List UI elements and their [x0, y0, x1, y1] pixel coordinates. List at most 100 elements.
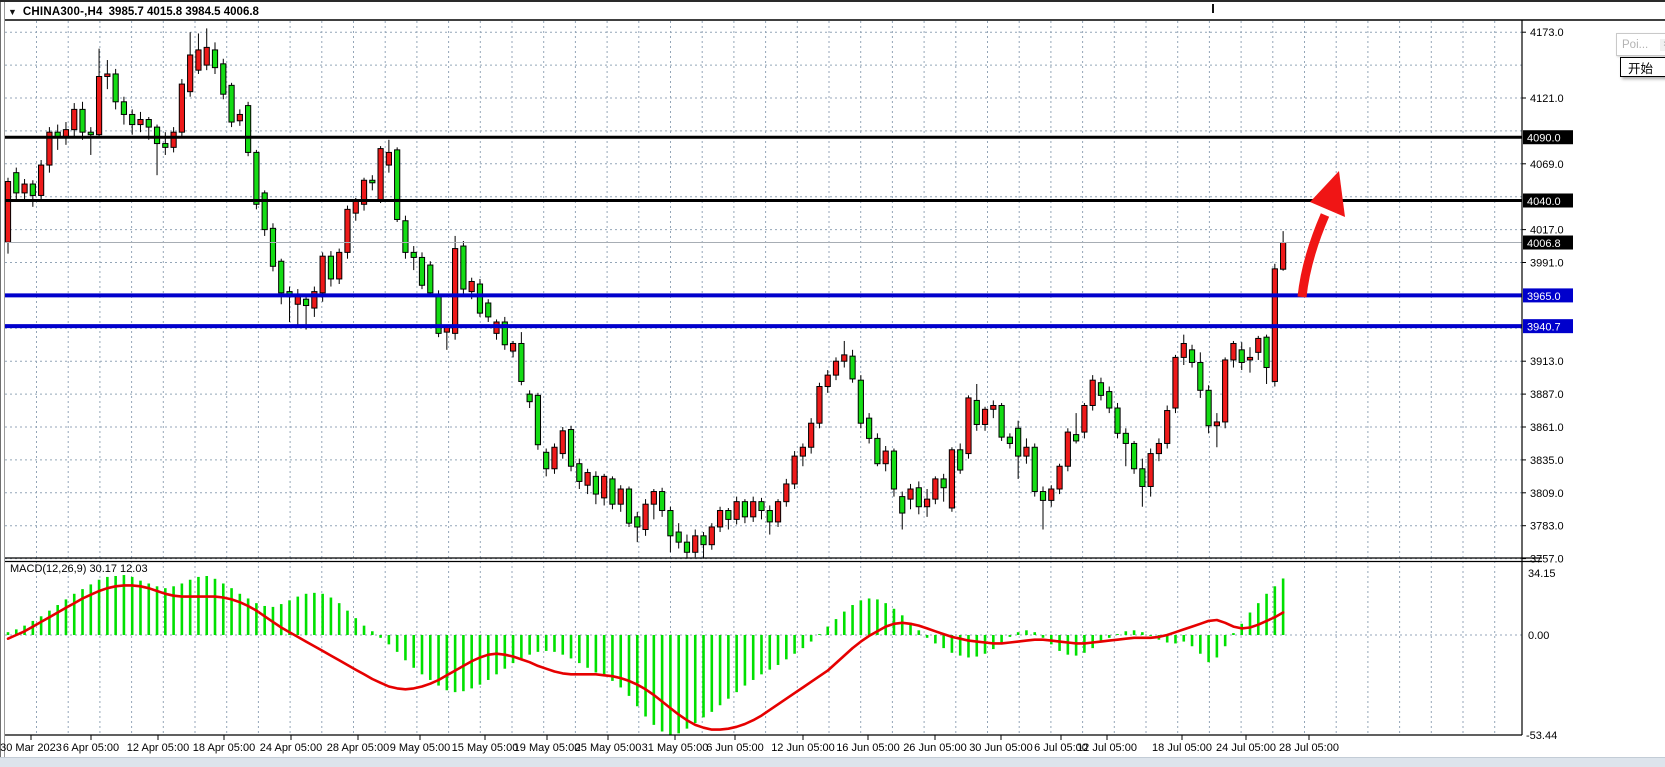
- candle-bearish: [634, 516, 641, 528]
- candle-bullish: [352, 199, 359, 214]
- time-axis-label: 28 Apr 05:00: [327, 742, 389, 754]
- candle-bullish: [1164, 410, 1171, 444]
- symbol-dropdown-icon[interactable]: ▼: [8, 7, 17, 17]
- candle-bearish: [427, 264, 434, 294]
- candle-bullish: [468, 280, 475, 293]
- candle-bullish: [1172, 356, 1179, 409]
- candle-bullish: [783, 483, 790, 503]
- candle-bullish: [46, 131, 53, 166]
- candle-bullish: [733, 501, 740, 520]
- price-level-badge-label: 4040.0: [1527, 196, 1561, 208]
- price-level-badge: [1523, 319, 1573, 334]
- candle-bearish: [394, 149, 401, 220]
- candle-bullish: [1255, 337, 1262, 353]
- macd-signal-line: [6, 584, 1285, 731]
- candle-bullish: [1155, 442, 1163, 455]
- chart-symbol-timeframe: CHINA300-,H4: [22, 6, 103, 18]
- candle-bearish: [526, 393, 533, 403]
- candle-bearish: [866, 417, 873, 439]
- candle-bullish: [170, 131, 177, 148]
- price-axis-label: 3809.0: [1530, 488, 1564, 500]
- price-level-badge-label: 3965.0: [1527, 291, 1561, 303]
- candle-bullish: [195, 49, 202, 71]
- candle-bullish: [841, 354, 848, 362]
- time-axis-label: 18 Apr 05:00: [193, 742, 255, 754]
- time-axis-label: 30 Mar 2023: [0, 742, 62, 754]
- candle-bearish: [758, 501, 765, 512]
- candle-bearish: [112, 73, 119, 103]
- candle-bearish: [245, 105, 252, 153]
- candle-bearish: [957, 449, 964, 471]
- candle-bullish: [692, 535, 699, 553]
- candle-bullish: [791, 455, 798, 485]
- candle-bearish: [1263, 336, 1270, 369]
- macd-axis-max: 34.15: [1528, 568, 1556, 580]
- candle-bullish: [981, 408, 989, 425]
- price-axis-label: 3757.0: [1530, 554, 1564, 566]
- candle-bearish: [1106, 391, 1113, 409]
- candle-bearish: [1188, 349, 1196, 363]
- candle-bullish: [137, 119, 144, 126]
- time-axis-label: 6 Jul 05:00: [1034, 742, 1088, 754]
- candle-bearish: [253, 151, 260, 205]
- candle-bullish: [551, 446, 558, 470]
- price-level-badge-label: 3940.7: [1527, 322, 1561, 334]
- candle-bullish: [509, 342, 517, 352]
- candle-bearish: [567, 429, 575, 467]
- candle-bullish: [601, 475, 608, 499]
- price-axis-label: 3991.0: [1530, 258, 1564, 270]
- candle-bullish: [708, 526, 715, 546]
- window-left-border: [0, 2, 1, 767]
- candle-bearish: [890, 450, 898, 490]
- candle-bearish: [261, 192, 268, 231]
- candle-bearish: [857, 379, 864, 424]
- price-axis-label: 3861.0: [1530, 422, 1564, 434]
- candle-bearish: [1039, 491, 1047, 501]
- candle-bullish: [4, 181, 12, 243]
- candle-bullish: [1222, 359, 1229, 423]
- start-button[interactable]: 开始: [1620, 57, 1665, 77]
- candle-bullish: [38, 164, 45, 196]
- candle-bearish: [129, 113, 136, 126]
- price-level-badge: [1523, 288, 1573, 303]
- candle-bearish: [534, 394, 542, 446]
- candle-bearish: [13, 172, 20, 194]
- candle-bullish: [377, 148, 384, 201]
- candle-bearish: [973, 399, 980, 425]
- candle-bearish: [915, 487, 922, 508]
- candle-bearish: [543, 451, 550, 470]
- up-arrow-head: [1310, 171, 1345, 217]
- popup-close-icon[interactable]: ×: [1660, 38, 1665, 51]
- candle-bullish: [1280, 242, 1287, 270]
- candle-bullish: [1246, 356, 1254, 361]
- candle-bearish: [609, 478, 616, 505]
- candle-bullish: [559, 430, 566, 455]
- candle-bullish: [774, 501, 782, 523]
- time-axis-label: 19 May 05:00: [514, 742, 581, 754]
- candle-bullish: [907, 488, 914, 500]
- candle-bullish: [948, 449, 956, 509]
- candle-bearish: [410, 251, 417, 258]
- candle-bearish: [1130, 442, 1138, 470]
- point-tool-popup: Poi... ×: [1616, 33, 1665, 56]
- up-arrow-annotation[interactable]: [1297, 213, 1330, 298]
- chart-ohlc-readout: 3985.7 4015.8 3984.5 4006.8: [108, 6, 259, 18]
- time-axis-label: 16 Jun 05:00: [836, 742, 900, 754]
- text-cursor-mark: [1212, 4, 1214, 13]
- candle-bullish: [1147, 453, 1154, 487]
- candle-bearish: [402, 220, 409, 253]
- candle-bullish: [1048, 488, 1055, 501]
- candle-bullish: [642, 503, 649, 531]
- candle-bearish: [1031, 446, 1038, 493]
- candle-bullish: [385, 151, 392, 166]
- candle-bearish: [667, 510, 674, 537]
- candle-bearish: [1097, 382, 1105, 396]
- chart-title-bar: ▼ CHINA300-,H4 3985.7 4015.8 3984.5 4006…: [8, 5, 259, 19]
- candle-bearish: [145, 119, 152, 128]
- candle-bullish: [1089, 379, 1096, 406]
- time-axis-label: 25 May 05:00: [575, 742, 642, 754]
- candle-bullish: [1230, 342, 1237, 361]
- candle-bearish: [1073, 434, 1080, 442]
- candle-bearish: [418, 256, 426, 286]
